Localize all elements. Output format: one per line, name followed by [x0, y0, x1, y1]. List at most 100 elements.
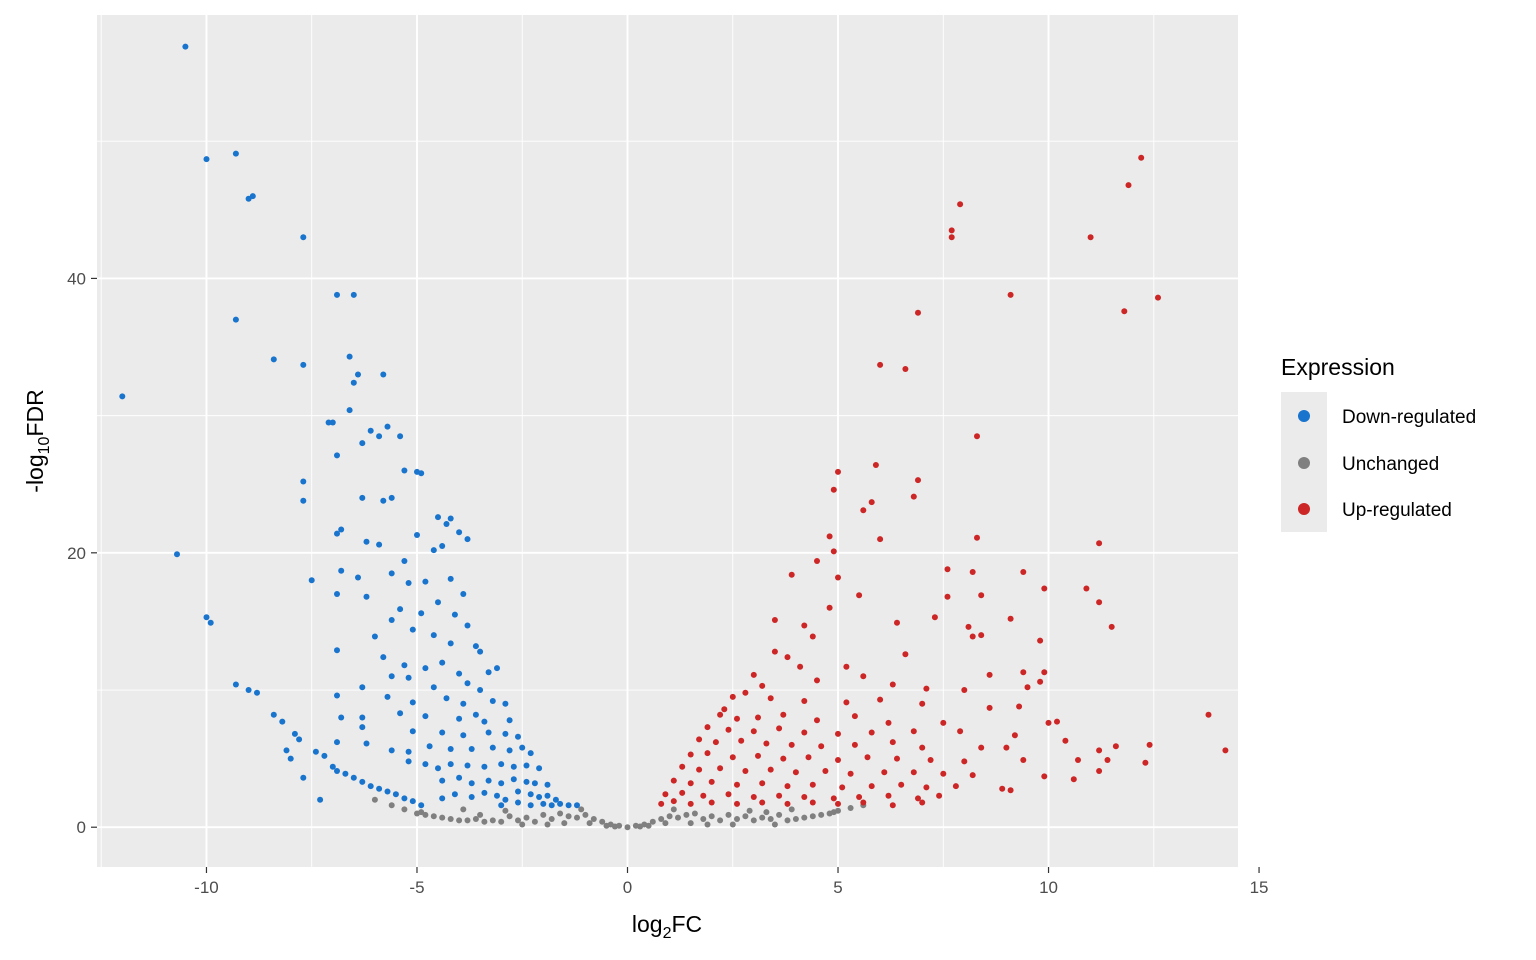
down-regulated-point: [283, 747, 290, 754]
y-tick-label: 0: [77, 818, 86, 837]
down-regulated-point: [439, 729, 446, 736]
down-regulated-point: [291, 730, 298, 737]
down-regulated-point: [523, 778, 530, 785]
down-regulated-point: [510, 763, 517, 770]
down-regulated-point: [447, 575, 454, 582]
down-regulated-point: [338, 714, 345, 721]
up-regulated-point: [910, 728, 917, 735]
y-axis-title: -log10FDR: [22, 389, 53, 492]
down-regulated-point: [392, 791, 399, 798]
up-regulated-point: [776, 725, 783, 732]
down-regulated-point: [287, 755, 294, 762]
up-regulated-point: [750, 794, 757, 800]
unchanged-point: [675, 814, 681, 821]
down-regulated-point: [422, 761, 429, 768]
unchanged-point: [637, 823, 644, 830]
down-regulated-point: [376, 785, 383, 792]
down-regulated-point: [481, 789, 488, 796]
up-regulated-point: [1007, 291, 1014, 298]
down-regulated-point: [502, 700, 509, 707]
down-regulated-point: [435, 514, 441, 521]
down-regulated-point: [397, 606, 404, 613]
up-regulated-point: [978, 592, 985, 599]
up-regulated-point: [851, 741, 858, 748]
down-regulated-point: [498, 802, 505, 809]
unchanged-point: [683, 811, 690, 818]
unchanged-point: [691, 810, 698, 817]
up-regulated-point: [729, 693, 736, 700]
legend-label-down: Down-regulated: [1342, 407, 1476, 428]
up-regulated-point: [1020, 757, 1027, 763]
up-regulated-point: [717, 711, 724, 718]
down-regulated-point: [363, 740, 370, 747]
down-regulated-point: [502, 796, 509, 803]
unchanged-point: [666, 813, 673, 820]
up-regulated-point: [687, 751, 694, 758]
up-regulated-point: [877, 361, 884, 368]
legend-key-up: [1298, 503, 1310, 515]
up-regulated-point: [767, 695, 774, 702]
unchanged-point: [818, 811, 825, 818]
up-regulated-point: [1083, 585, 1090, 592]
down-regulated-point: [574, 802, 580, 809]
down-regulated-point: [174, 551, 180, 558]
down-regulated-point: [439, 777, 446, 784]
up-regulated-point: [1062, 737, 1069, 744]
legend: Expression Down-regulated Unchanged Up-r…: [1281, 354, 1476, 532]
down-regulated-point: [232, 316, 239, 323]
up-regulated-point: [801, 729, 808, 736]
down-regulated-point: [422, 665, 429, 672]
up-regulated-point: [696, 766, 703, 773]
down-regulated-point: [384, 693, 391, 700]
up-regulated-point: [1108, 623, 1115, 630]
down-regulated-point: [552, 796, 559, 803]
up-regulated-point: [763, 740, 770, 747]
legend-label-unchanged: Unchanged: [1342, 454, 1439, 475]
up-regulated-point: [801, 794, 808, 800]
up-regulated-point: [1070, 776, 1077, 783]
y-tick-label: 40: [67, 269, 86, 288]
up-regulated-point: [1096, 540, 1103, 547]
unchanged-point: [557, 810, 564, 817]
unchanged-point: [750, 817, 757, 824]
unchanged-point: [700, 816, 707, 822]
unchanged-point: [523, 814, 530, 821]
up-regulated-point: [759, 799, 766, 806]
up-regulated-point: [974, 433, 980, 440]
down-regulated-point: [451, 791, 458, 798]
up-regulated-point: [755, 714, 761, 721]
up-regulated-point: [830, 486, 837, 493]
down-regulated-point: [510, 776, 517, 783]
up-regulated-point: [1096, 599, 1103, 606]
up-regulated-point: [708, 778, 715, 785]
down-regulated-point: [355, 371, 361, 378]
down-regulated-point: [334, 530, 340, 537]
up-regulated-point: [927, 757, 934, 763]
unchanged-point: [489, 817, 496, 824]
up-regulated-point: [784, 783, 791, 790]
up-regulated-point: [860, 507, 867, 514]
down-regulated-point: [456, 670, 463, 677]
up-regulated-point: [868, 729, 875, 736]
up-regulated-point: [738, 737, 745, 744]
down-regulated-point: [325, 419, 332, 426]
down-regulated-point: [477, 648, 484, 655]
up-regulated-point: [788, 741, 795, 748]
down-regulated-point: [531, 780, 538, 787]
up-regulated-point: [679, 763, 686, 770]
unchanged-point: [767, 816, 774, 822]
up-regulated-point: [792, 769, 799, 776]
unchanged-point: [847, 805, 854, 811]
unchanged-point: [502, 807, 509, 814]
up-regulated-point: [729, 754, 736, 761]
down-regulated-point: [536, 794, 543, 800]
up-regulated-point: [814, 717, 820, 724]
down-regulated-point: [401, 662, 408, 669]
down-regulated-point: [447, 515, 454, 522]
down-regulated-point: [300, 497, 307, 504]
up-regulated-point: [708, 799, 715, 806]
down-regulated-point: [329, 763, 336, 770]
down-regulated-point: [506, 747, 513, 754]
up-regulated-point: [1087, 234, 1094, 241]
unchanged-point: [830, 809, 837, 816]
